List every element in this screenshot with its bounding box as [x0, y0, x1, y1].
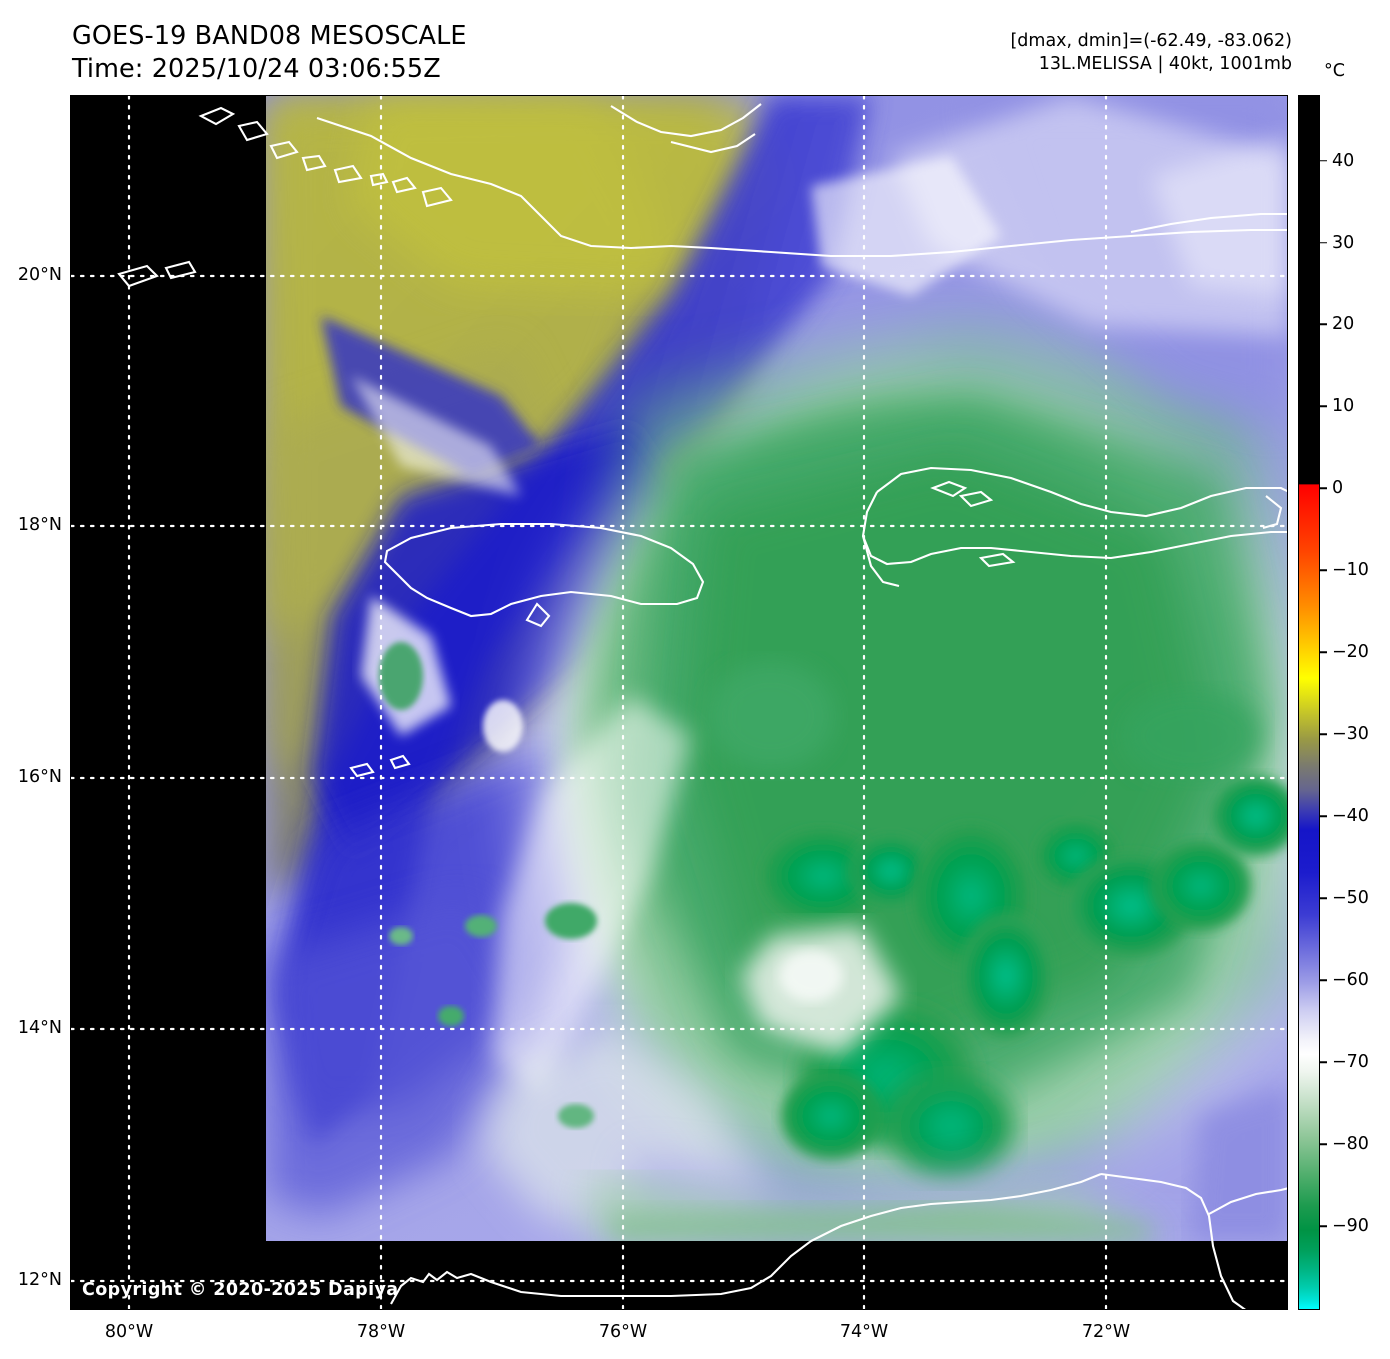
- brightness-temperature-field: [266, 96, 1287, 1241]
- data-range-annotation: [dmax, dmin]=(-62.49, -83.062) 13L.MELIS…: [1010, 30, 1292, 76]
- cbar-label-0: 0: [1332, 478, 1344, 499]
- colorbar[interactable]: [1298, 95, 1320, 1310]
- xtick-label-74w: 74°W: [839, 1322, 889, 1342]
- colorbar-ticks: 40 30 20 10 0 −10 −20 −30 −40 −50 −60 −7…: [1320, 95, 1390, 1310]
- xtick-label-76w: 76°W: [598, 1322, 648, 1342]
- page-title: GOES-19 BAND08 MESOSCALE Time: 2025/10/2…: [72, 20, 467, 86]
- colorbar-gradient: [1299, 96, 1319, 1309]
- cbar-label-30: 30: [1332, 232, 1355, 253]
- cbar-label-m10: −10: [1332, 560, 1369, 581]
- cbar-label-m60: −60: [1332, 970, 1369, 991]
- cbar-label-m70: −70: [1332, 1052, 1369, 1073]
- title-product-line: GOES-19 BAND08 MESOSCALE: [72, 21, 467, 51]
- storm-info-text: 13L.MELISSA | 40kt, 1001mb: [1038, 54, 1292, 75]
- cbar-label-m30: −30: [1332, 724, 1369, 745]
- ytick-label-18n: 18°N: [17, 515, 62, 535]
- xtick-label-72w: 72°W: [1081, 1322, 1131, 1342]
- dmax-dmin-text: [dmax, dmin]=(-62.49, -83.062): [1010, 31, 1292, 51]
- copyright-label: Copyright © 2020-2025 Dapiya: [82, 1280, 399, 1300]
- colorbar-ticks-lower: −80 −90: [1320, 95, 1390, 1310]
- map-canvas: [71, 96, 1287, 1309]
- coastline-overlay: [117, 103, 1287, 1309]
- cbar-label-m80: −80: [1332, 1134, 1369, 1155]
- longitude-axis: 80°W 78°W 76°W 74°W 72°W: [0, 1322, 1390, 1352]
- xtick-label-78w: 78°W: [356, 1322, 406, 1342]
- xtick-label-80w: 80°W: [104, 1322, 154, 1342]
- cbar-label-40: 40: [1332, 150, 1355, 171]
- title-time-line: Time: 2025/10/24 03:06:55Z: [72, 54, 441, 85]
- cbar-label-m40: −40: [1332, 806, 1369, 827]
- cbar-label-10: 10: [1332, 396, 1355, 417]
- ytick-label-20n: 20°N: [17, 265, 62, 285]
- cbar-label-20: 20: [1332, 314, 1355, 335]
- ytick-label-12n: 12°N: [17, 1270, 62, 1290]
- cbar-label-m50: −50: [1332, 888, 1369, 909]
- cbar-label-m20: −20: [1332, 642, 1369, 663]
- colorbar-unit-label: °C: [1324, 61, 1345, 81]
- satellite-map[interactable]: [70, 95, 1288, 1310]
- latitude-axis: 20°N 18°N 16°N 14°N 12°N: [0, 0, 62, 1359]
- cbar-label-m90: −90: [1332, 1216, 1369, 1237]
- ytick-label-14n: 14°N: [17, 1018, 62, 1038]
- graticule: [71, 96, 1287, 1309]
- ytick-label-16n: 16°N: [17, 767, 62, 787]
